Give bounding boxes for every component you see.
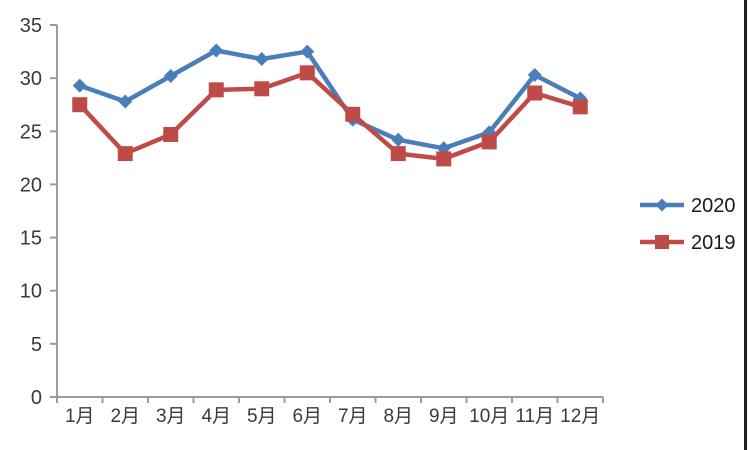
2019-square-marker [299,65,315,81]
2019-line [78,70,581,162]
2019-square-marker [527,85,543,101]
2019-square-marker [345,106,361,122]
2020-diamond-marker [655,198,669,212]
x-tick-label: 10月 [469,406,509,427]
y-tick-label: 0 [31,387,42,409]
2019-square-marker [390,146,406,162]
2020-diamond-marker [163,69,178,84]
y-tick-label: 35 [20,15,42,37]
2019-square-marker [163,126,179,142]
2020-diamond-marker [300,44,315,59]
y-tick-label: 30 [20,68,42,90]
2019-square-marker [254,81,270,97]
2020-diamond-marker [118,94,133,109]
x-tick-label: 11月 [515,406,554,427]
2019-square-marker [208,82,224,98]
legend-label-2020: 2020 [691,195,736,217]
2020-diamond-marker [72,78,87,93]
2020-diamond-marker [391,132,406,147]
2020-diamond-marker [254,52,269,67]
2019-square-marker [572,99,588,115]
x-tick-label: 7月 [338,406,368,427]
x-tick-label: 2月 [110,406,140,427]
right-edge-border [744,0,747,450]
x-tick-label: 6月 [292,406,322,427]
x-tick-label: 3月 [156,406,186,427]
2020-diamond-marker [527,67,542,82]
2019-square-marker [117,146,133,162]
2019-square-marker [655,235,669,249]
x-tick-label: 8月 [383,406,413,427]
y-tick-label: 15 [20,228,42,250]
y-tick-label: 5 [31,334,42,356]
x-tick-label: 4月 [201,406,231,427]
2019-square-marker [436,151,452,167]
2019-square-marker [72,97,88,113]
2020-line [79,48,582,151]
x-tick-label: 12月 [560,406,600,427]
x-tick-label: 9月 [429,406,459,427]
y-tick-label: 25 [20,121,42,143]
2019-square-marker [481,134,497,150]
2020-diamond-marker [209,43,224,58]
x-tick-label: 5月 [247,406,277,427]
legend-label-2019: 2019 [691,232,736,254]
y-tick-label: 20 [20,174,42,196]
y-tick-label: 10 [20,281,42,303]
x-tick-label: 1月 [65,406,95,427]
